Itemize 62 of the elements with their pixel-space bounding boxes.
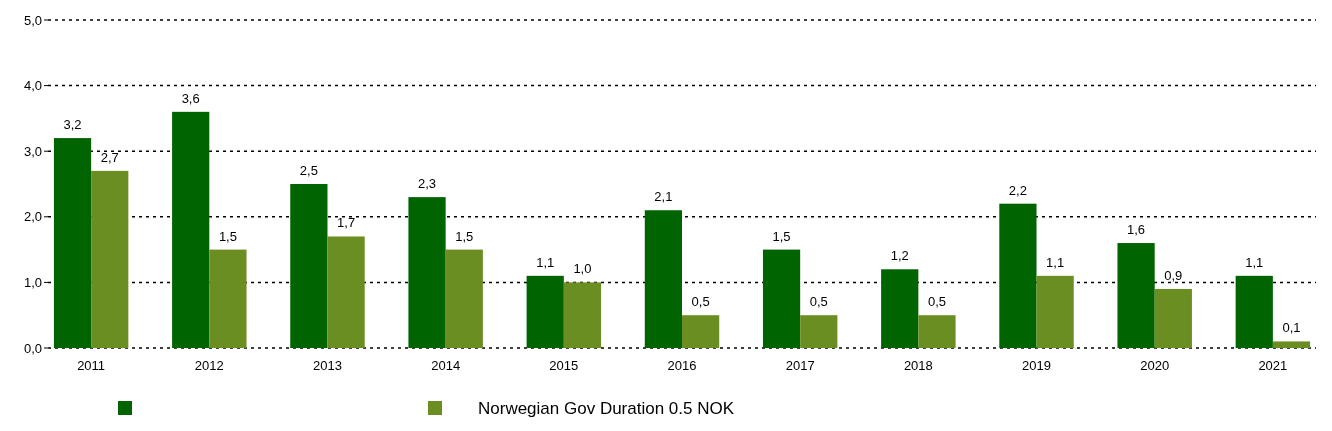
x-tick-label: 2013 [313,358,342,373]
x-tick-label: 2011 [77,358,106,373]
data-label: 2,1 [654,189,673,205]
bar [172,111,210,348]
bar [1154,288,1192,348]
x-tick-label: 2016 [667,358,697,373]
data-label: 0,5 [927,294,946,310]
data-label: 1,0 [573,261,592,277]
bar [327,236,365,348]
bar [563,282,602,348]
data-label: 2,3 [418,176,437,192]
data-label: 2,2 [1008,182,1027,198]
data-label: 0,9 [1164,267,1183,283]
bar [408,197,446,348]
data-label: 1,5 [218,228,237,244]
x-tick-label: 2015 [549,358,579,373]
y-tick-label: 3,0 [23,143,42,159]
y-tick-label: 2,0 [23,209,42,225]
bar [91,170,129,348]
x-tick-label: 2018 [903,358,933,373]
data-label: 1,5 [455,228,474,244]
bar [762,249,801,348]
bar [881,269,919,348]
data-label: 3,6 [181,90,200,106]
bar [209,249,247,348]
bar [644,210,682,348]
x-tick-label: 2019 [1022,358,1051,373]
x-tick-label: 2017 [785,358,815,373]
data-label: 1,1 [1046,254,1065,270]
bar [53,138,92,348]
bar [800,315,838,348]
x-tick-label: 2014 [431,358,461,373]
data-label: 0,5 [809,294,828,310]
data-label: 1,7 [337,215,356,231]
y-tick-label: 4,0 [23,78,42,94]
data-label: 2,5 [299,163,318,178]
data-label: 0,5 [691,294,710,310]
data-label: 3,2 [63,117,82,133]
x-tick-label: 2021 [1258,358,1288,373]
legend-label: Norwegian Gov Duration 0.5 NOK [478,398,735,418]
y-tick-label: 0,0 [23,340,42,356]
data-label: 1,1 [1245,254,1264,270]
bar [445,249,483,348]
data-label: 2,7 [100,149,119,165]
data-label: 0,1 [1282,320,1301,336]
bar [1117,243,1155,348]
x-tick-label: 2012 [194,358,224,373]
bar [1272,341,1311,348]
y-tick-label: 5,0 [23,12,42,28]
bar [682,315,720,348]
x-tick-label: 2020 [1140,358,1170,373]
y-tick-label: 1,0 [23,274,42,290]
data-label: 1,5 [772,228,791,244]
bar [290,184,328,348]
bar [999,203,1037,348]
data-label: 1,2 [890,248,909,264]
bar [1036,275,1074,348]
bar [526,275,564,348]
data-label: 1,1 [536,254,555,270]
bar [1235,275,1273,348]
bar [918,315,956,348]
data-label: 1,6 [1127,222,1146,238]
